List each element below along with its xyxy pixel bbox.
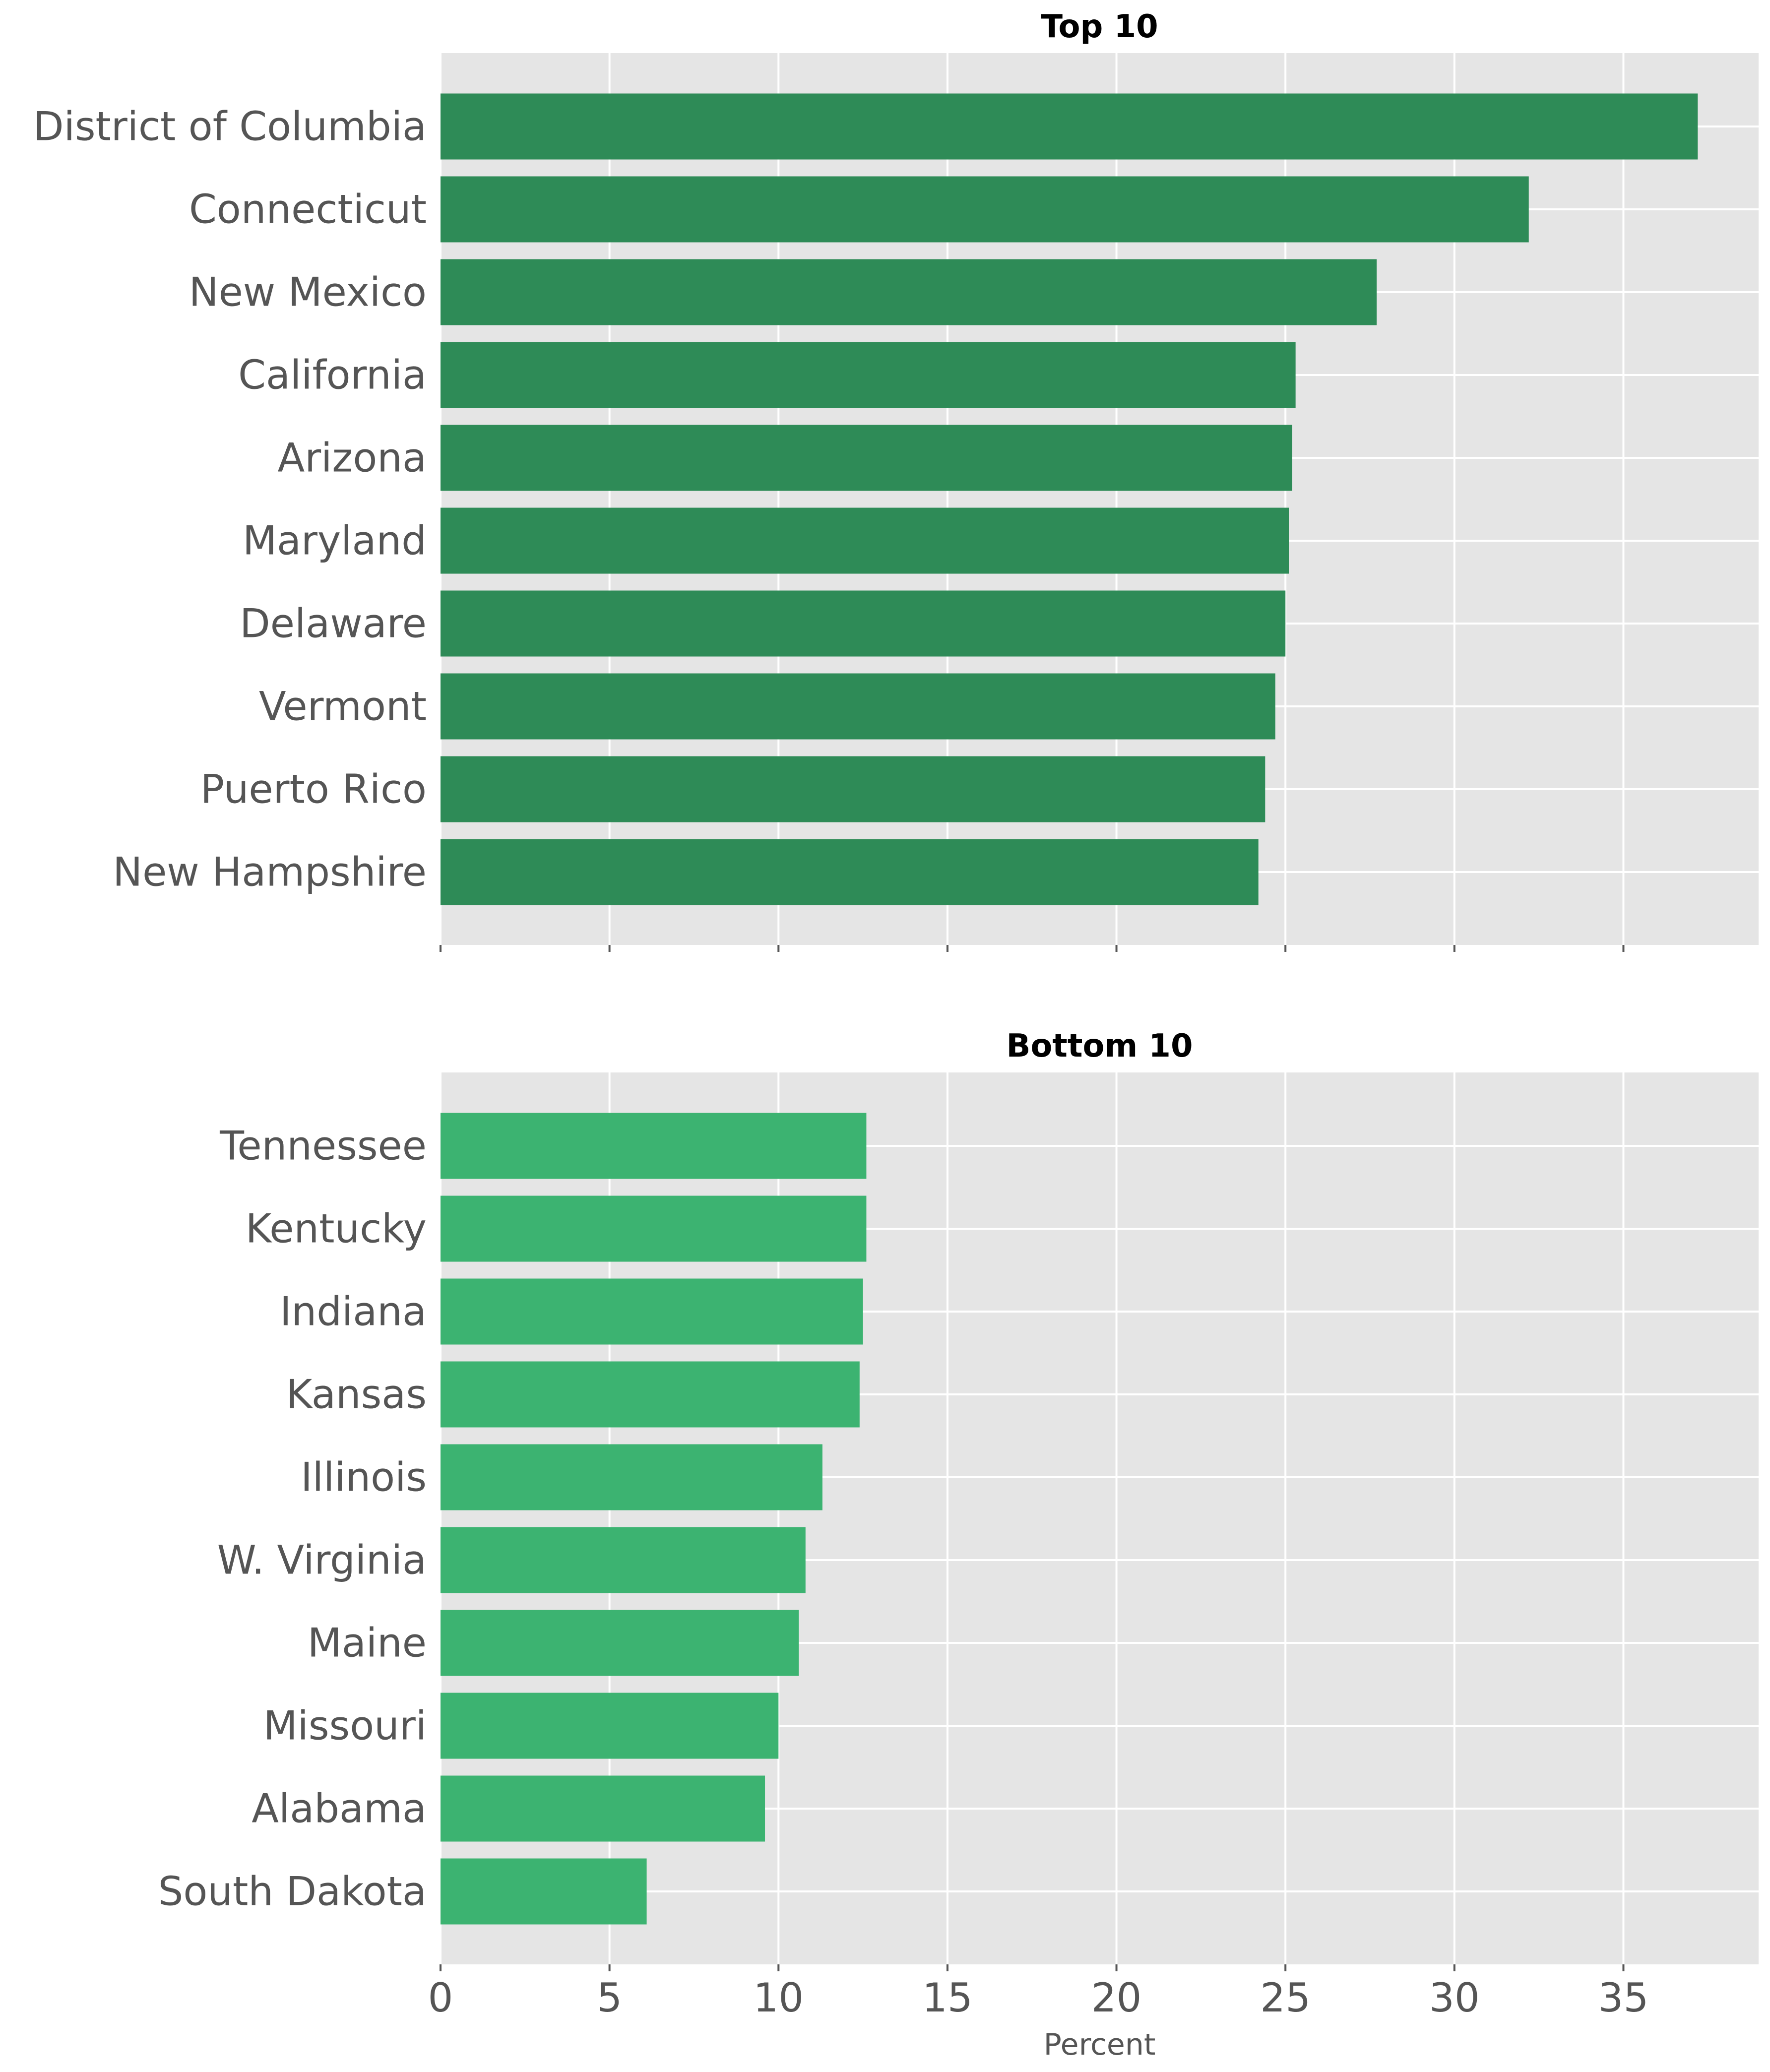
category-label-alabama: Alabama bbox=[252, 1786, 427, 1832]
category-label-new-hampshire: New Hampshire bbox=[113, 849, 427, 895]
bar-connecticut bbox=[441, 176, 1529, 243]
bar-south-dakota bbox=[441, 1858, 647, 1925]
category-label-puerto-rico: Puerto Rico bbox=[200, 766, 427, 813]
bar-district-of-columbia bbox=[441, 93, 1698, 160]
x-tick-label-10: 10 bbox=[753, 1975, 804, 2021]
x-tick-label-0: 0 bbox=[428, 1975, 453, 2021]
category-label-california: California bbox=[238, 352, 427, 398]
bar-illinois bbox=[441, 1444, 822, 1510]
bar-delaware bbox=[441, 590, 1286, 657]
category-label-illinois: Illinois bbox=[301, 1454, 427, 1501]
bar-alabama bbox=[441, 1775, 765, 1842]
category-label-tennessee: Tennessee bbox=[219, 1123, 427, 1169]
panel-bottom-10-title: Bottom 10 bbox=[1007, 1028, 1193, 1065]
panel-bottom-10-group: Tennessee Kentucky Indiana Kansas Illinois W.… bbox=[158, 1028, 1759, 2062]
x-tick-label-35: 35 bbox=[1598, 1975, 1649, 2021]
x-tick-label-30: 30 bbox=[1429, 1975, 1480, 2021]
bar-kentucky bbox=[441, 1195, 867, 1262]
x-tick-label-5: 5 bbox=[597, 1975, 622, 2021]
category-label-indiana: Indiana bbox=[280, 1289, 427, 1335]
category-label-maryland: Maryland bbox=[243, 518, 427, 564]
x-tick-label-20: 20 bbox=[1091, 1975, 1142, 2021]
category-label-missouri: Missouri bbox=[263, 1703, 427, 1749]
category-label-vermont: Vermont bbox=[259, 684, 427, 730]
bar-arizona bbox=[441, 425, 1292, 491]
category-label-new-mexico: New Mexico bbox=[189, 269, 427, 315]
category-label-w-virginia: W. Virginia bbox=[217, 1537, 427, 1583]
bar-tennessee bbox=[441, 1113, 867, 1179]
x-tick-label-25: 25 bbox=[1260, 1975, 1311, 2021]
category-label-district-of-columbia: District of Columbia bbox=[33, 104, 427, 150]
x-tick-label-15: 15 bbox=[922, 1975, 973, 2021]
category-label-south-dakota: South Dakota bbox=[158, 1869, 427, 1915]
bar-missouri bbox=[441, 1693, 779, 1759]
x-axis-label: Percent bbox=[1044, 2027, 1156, 2062]
bar-new-hampshire bbox=[441, 839, 1259, 905]
bar-w-virginia bbox=[441, 1527, 806, 1593]
bar-vermont bbox=[441, 673, 1275, 740]
bar-kansas bbox=[441, 1361, 860, 1428]
category-label-connecticut: Connecticut bbox=[189, 187, 427, 233]
bar-indiana bbox=[441, 1278, 863, 1345]
bar-puerto-rico bbox=[441, 756, 1265, 822]
category-label-delaware: Delaware bbox=[240, 601, 427, 647]
category-label-maine: Maine bbox=[308, 1620, 427, 1666]
panel-top-10-title: Top 10 bbox=[1041, 8, 1158, 45]
bar-california bbox=[441, 342, 1296, 408]
category-label-kentucky: Kentucky bbox=[246, 1206, 427, 1252]
bar-new-mexico bbox=[441, 259, 1377, 325]
bar-maine bbox=[441, 1610, 799, 1676]
panel-top-10-group: District of Columbia Connecticut New Mexic… bbox=[33, 8, 1759, 952]
category-label-arizona: Arizona bbox=[277, 435, 427, 481]
bar-maryland bbox=[441, 507, 1289, 574]
category-label-kansas: Kansas bbox=[286, 1372, 427, 1418]
